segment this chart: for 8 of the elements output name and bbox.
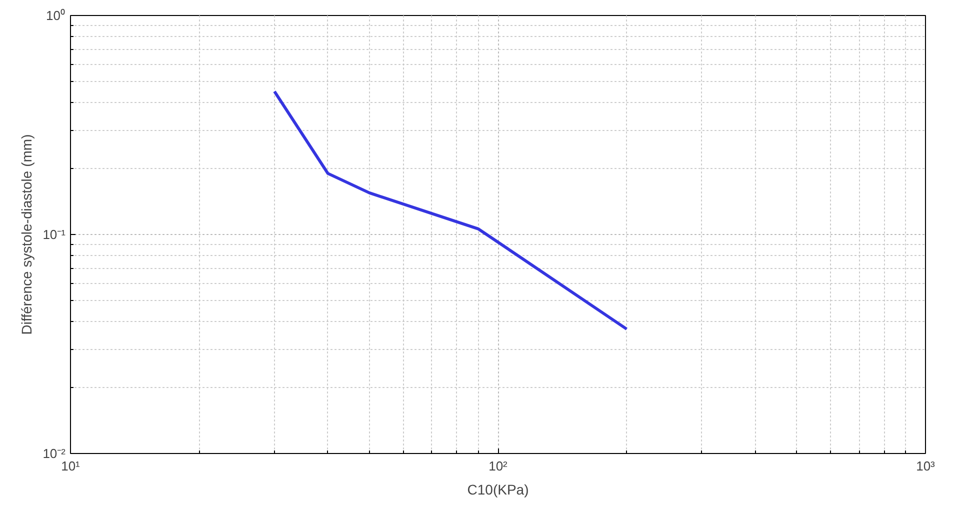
x-tick-label: 10³ [916, 458, 936, 474]
y-tick-label: 10⁻² [42, 446, 66, 461]
y-axis-title: Différence systole-diastole (mm) [18, 134, 35, 335]
y-tick-label: 10⁰ [46, 8, 66, 23]
x-tick-label: 10¹ [61, 458, 81, 474]
y-tick-label: 10⁻¹ [42, 227, 66, 242]
x-axis-title: C10(KPa) [467, 482, 529, 498]
x-tick-label: 10² [488, 458, 508, 474]
